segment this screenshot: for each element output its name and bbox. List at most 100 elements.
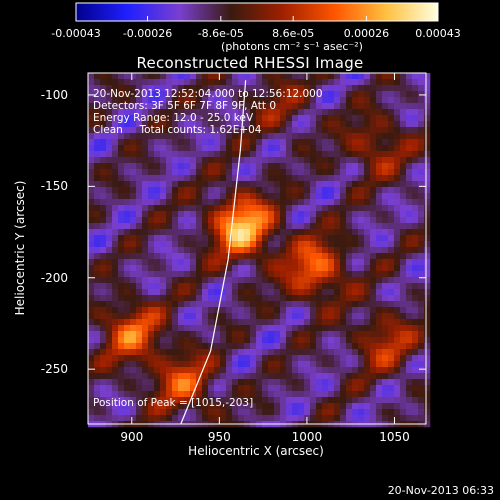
heatmap-cell bbox=[196, 151, 203, 158]
heatmap-cell bbox=[256, 403, 263, 410]
heatmap-cell bbox=[88, 289, 95, 296]
heatmap-cell bbox=[292, 409, 299, 416]
heatmap-cell bbox=[154, 91, 161, 98]
heatmap-cell bbox=[148, 241, 155, 248]
heatmap-cell bbox=[190, 205, 197, 212]
heatmap-cell bbox=[238, 181, 245, 188]
plot-timestamp: 20-Nov-2013 06:33 bbox=[387, 484, 494, 497]
heatmap-cell bbox=[382, 103, 389, 110]
heatmap-cell bbox=[190, 295, 197, 302]
heatmap-cell bbox=[358, 349, 365, 356]
heatmap-cell bbox=[394, 253, 401, 260]
heatmap-cell bbox=[88, 379, 95, 386]
heatmap-cell bbox=[358, 145, 365, 152]
heatmap-cell bbox=[310, 367, 317, 374]
heatmap-cell bbox=[388, 235, 395, 242]
heatmap-cell bbox=[388, 367, 395, 374]
heatmap-cell bbox=[106, 277, 113, 284]
heatmap-cell bbox=[274, 277, 281, 284]
heatmap-cell bbox=[400, 103, 407, 110]
heatmap-cell bbox=[364, 397, 371, 404]
heatmap-cell bbox=[226, 337, 233, 344]
heatmap-cell bbox=[370, 235, 377, 242]
heatmap-cell bbox=[178, 265, 185, 272]
heatmap-cell bbox=[178, 385, 185, 392]
heatmap-cell bbox=[292, 259, 299, 266]
heatmap-cell bbox=[148, 391, 155, 398]
heatmap-cell bbox=[250, 325, 257, 332]
heatmap-cell bbox=[142, 355, 149, 362]
heatmap-cell bbox=[352, 361, 359, 368]
heatmap-cell bbox=[280, 223, 287, 230]
heatmap-cell bbox=[310, 397, 317, 404]
heatmap-cell bbox=[166, 145, 173, 152]
heatmap-cell bbox=[418, 139, 425, 146]
heatmap-cell bbox=[286, 181, 293, 188]
heatmap-cell bbox=[286, 211, 293, 218]
heatmap-cell bbox=[208, 145, 215, 152]
heatmap-cell bbox=[262, 313, 269, 320]
heatmap-cell bbox=[418, 289, 425, 296]
heatmap-cell bbox=[382, 127, 389, 134]
heatmap-cell bbox=[304, 373, 311, 380]
heatmap-cell bbox=[292, 97, 299, 104]
heatmap-cell bbox=[358, 361, 365, 368]
heatmap-cell bbox=[88, 97, 95, 104]
heatmap-cell bbox=[280, 361, 287, 368]
heatmap-cell bbox=[406, 265, 413, 272]
heatmap-cell bbox=[130, 241, 137, 248]
heatmap-cell bbox=[166, 409, 173, 416]
heatmap-cell bbox=[112, 217, 119, 224]
heatmap-cell bbox=[238, 337, 245, 344]
heatmap-cell bbox=[166, 331, 173, 338]
heatmap-cell bbox=[328, 301, 335, 308]
heatmap-cell bbox=[88, 385, 95, 392]
heatmap-cell bbox=[274, 163, 281, 170]
heatmap-cell bbox=[244, 223, 251, 230]
heatmap-cell bbox=[418, 157, 425, 164]
heatmap-cell bbox=[424, 115, 431, 122]
heatmap-cell bbox=[88, 247, 95, 254]
heatmap-cell bbox=[280, 151, 287, 158]
heatmap-cell bbox=[124, 247, 131, 254]
heatmap-cell bbox=[400, 97, 407, 104]
heatmap-cell bbox=[238, 403, 245, 410]
heatmap-cell bbox=[310, 169, 317, 176]
heatmap-cell bbox=[412, 79, 419, 86]
heatmap-cell bbox=[424, 241, 431, 248]
heatmap-cell bbox=[382, 277, 389, 284]
heatmap-cell bbox=[346, 79, 353, 86]
heatmap-cell bbox=[94, 253, 101, 260]
heatmap-cell bbox=[370, 115, 377, 122]
heatmap-cell bbox=[142, 391, 149, 398]
heatmap-cell bbox=[118, 133, 125, 140]
heatmap-cell bbox=[214, 265, 221, 272]
heatmap-cell bbox=[280, 355, 287, 362]
heatmap-cell bbox=[298, 397, 305, 404]
heatmap-cell bbox=[220, 115, 227, 122]
heatmap-cell bbox=[250, 97, 257, 104]
heatmap-cell bbox=[166, 415, 173, 422]
heatmap-cell bbox=[298, 145, 305, 152]
heatmap-cell bbox=[88, 415, 95, 422]
heatmap-cell bbox=[94, 271, 101, 278]
heatmap-cell bbox=[142, 265, 149, 272]
heatmap-cell bbox=[172, 349, 179, 356]
heatmap-cell bbox=[196, 247, 203, 254]
heatmap-cell bbox=[388, 85, 395, 92]
heatmap-cell bbox=[220, 211, 227, 218]
heatmap-cell bbox=[424, 337, 431, 344]
heatmap-cell bbox=[280, 169, 287, 176]
heatmap-cell bbox=[304, 355, 311, 362]
heatmap-cell bbox=[166, 163, 173, 170]
heatmap-cell bbox=[226, 181, 233, 188]
heatmap-cell bbox=[166, 193, 173, 200]
heatmap-cell bbox=[394, 373, 401, 380]
heatmap-cell bbox=[304, 283, 311, 290]
heatmap-cell bbox=[364, 157, 371, 164]
heatmap-cell bbox=[190, 169, 197, 176]
heatmap-cell bbox=[154, 139, 161, 146]
heatmap-cell bbox=[280, 295, 287, 302]
heatmap-cell bbox=[256, 379, 263, 386]
heatmap-cell bbox=[322, 187, 329, 194]
